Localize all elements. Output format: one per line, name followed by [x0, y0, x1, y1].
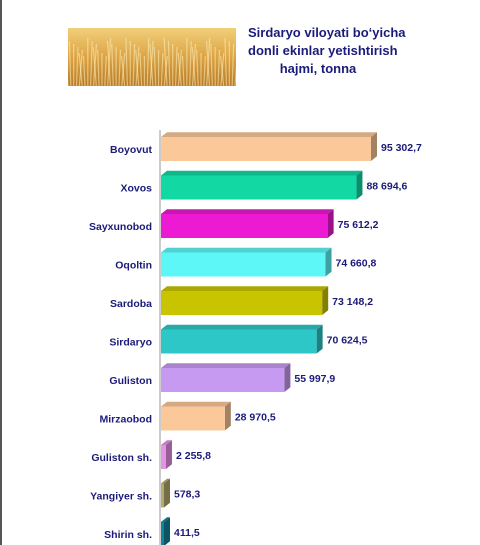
bar-top-face: [161, 209, 334, 214]
category-label: Xovos: [120, 183, 152, 195]
bar-top-face: [161, 440, 172, 445]
bar-front-face: [161, 368, 285, 392]
bar-side-face: [327, 209, 334, 238]
category-label: Shirin sh.: [104, 529, 152, 541]
wheat-field-image: [68, 28, 236, 86]
value-label: 74 660,8: [336, 258, 377, 270]
bar-side-face: [164, 517, 170, 545]
bar-6: Guliston 55 997,9: [109, 363, 335, 392]
bar-10: Shirin sh. 411,5: [104, 517, 200, 545]
category-label: Boyovut: [110, 144, 153, 156]
title-line-1: Sirdaryo viloyati bo‘yicha: [248, 25, 406, 40]
left-edge-line: [0, 0, 2, 545]
bar-front-face: [161, 214, 328, 238]
value-label: 75 612,2: [338, 219, 379, 231]
category-label: Guliston: [109, 375, 152, 387]
category-label: Yangiyer sh.: [90, 491, 152, 503]
bar-2: Sayxunobod 75 612,2: [89, 209, 379, 238]
bar-front-face: [161, 483, 164, 508]
value-label: 55 997,9: [294, 373, 335, 385]
bar-top-face: [161, 517, 170, 522]
bar-top-face: [161, 286, 329, 291]
bar-side-face: [224, 401, 231, 431]
bar-top-face: [161, 401, 231, 407]
bar-5: Sirdaryo 70 624,5: [109, 324, 368, 354]
bar-front-face: [161, 329, 317, 354]
bar-side-face: [371, 132, 377, 161]
bar-side-face: [165, 440, 172, 469]
title-line-2: donli ekinlar yetishtirish: [248, 43, 398, 58]
value-label: 73 148,2: [332, 296, 373, 308]
bar-front-face: [161, 137, 371, 161]
category-label: Sirdaryo: [109, 337, 152, 349]
bar-top-face: [161, 170, 363, 176]
category-label: Sayxunobod: [89, 221, 152, 233]
bar-side-face: [356, 170, 363, 200]
value-label: 70 624,5: [327, 335, 368, 347]
bar-top-face: [161, 478, 170, 484]
value-label: 88 694,6: [366, 181, 407, 193]
bar-4: Sardoba 73 148,2: [110, 286, 373, 315]
bar-0: Boyovut 95 302,7: [110, 132, 422, 161]
bar-top-face: [161, 363, 291, 368]
bar-7: Mirzaobod 28 970,5: [100, 401, 276, 431]
title-line-3: hajmi, tonna: [279, 61, 357, 76]
value-label: 578,3: [174, 489, 200, 501]
bar-side-face: [322, 286, 329, 315]
category-label: Mirzaobod: [100, 414, 153, 426]
value-label: 28 970,5: [235, 412, 276, 424]
bar-side-face: [325, 247, 332, 277]
bar-1: Xovos 88 694,6: [120, 170, 407, 200]
bar-front-face: [161, 445, 166, 469]
chart-title: Sirdaryo viloyati bo‘yicha donli ekinlar…: [248, 24, 406, 78]
bar-3: Oqoltin 74 660,8: [115, 247, 377, 277]
bar-side-face: [316, 324, 323, 354]
bar-8: Guliston sh. 2 255,8: [91, 440, 211, 469]
bar-top-face: [161, 132, 377, 137]
bar-front-face: [161, 175, 357, 200]
bar-front-face: [161, 252, 326, 277]
bar-front-face: [161, 406, 225, 431]
bar-top-face: [161, 247, 332, 253]
category-label: Oqoltin: [115, 260, 152, 272]
value-label: 95 302,7: [381, 142, 422, 154]
bar-side-face: [284, 363, 291, 392]
bar-front-face: [161, 291, 323, 315]
bar-top-face: [161, 324, 323, 330]
bar-side-face: [164, 478, 170, 508]
bar-9: Yangiyer sh. 578,3: [90, 478, 200, 508]
category-label: Guliston sh.: [91, 452, 152, 464]
value-label: 411,5: [174, 527, 200, 539]
bar-front-face: [161, 522, 164, 545]
category-label: Sardoba: [110, 298, 152, 310]
value-label: 2 255,8: [176, 450, 211, 462]
